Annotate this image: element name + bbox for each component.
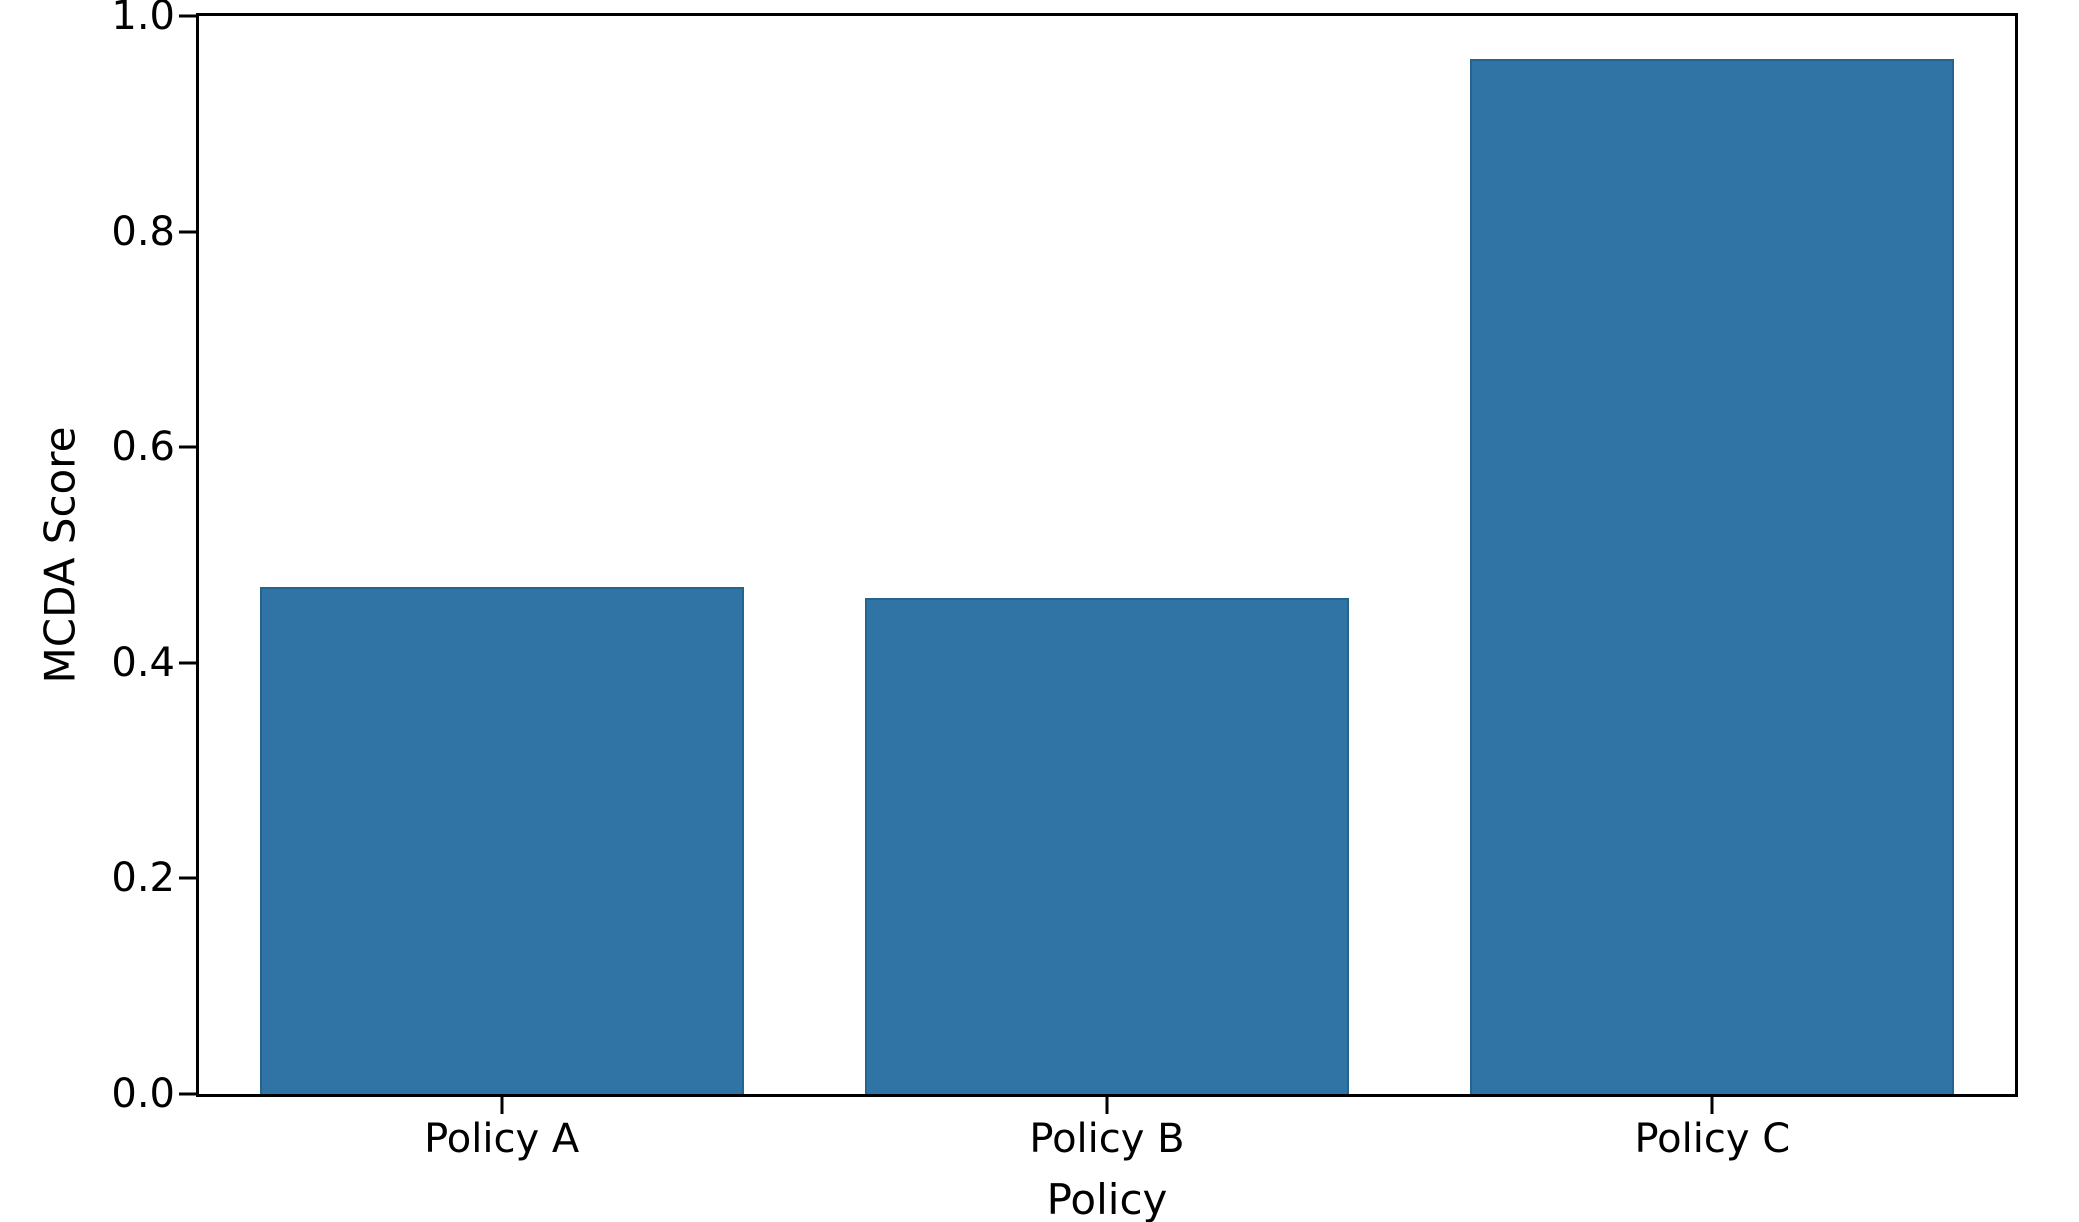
- y-tick-label: 0.4: [111, 639, 175, 686]
- x-axis-label: Policy: [1046, 1175, 1168, 1222]
- bar-policy-c: [1470, 59, 1955, 1094]
- bar-policy-a: [259, 587, 744, 1094]
- y-tick-label: 0.6: [111, 424, 175, 471]
- y-tick-mark: [179, 876, 196, 880]
- x-tick-label-policy-c: Policy C: [1634, 1116, 1791, 1162]
- plot-area: 0.0 0.2 0.4 0.6 0.8 1.0 Policy A Policy B Policy…: [111, 0, 2018, 1162]
- y-tick-label: 0.0: [111, 1071, 175, 1117]
- y-tick-mark: [179, 445, 196, 449]
- y-tick-label: 1.0: [111, 0, 175, 39]
- y-tick-mark: [179, 230, 196, 234]
- x-tick-mark: [1105, 1097, 1109, 1114]
- x-tick-label-policy-a: Policy A: [424, 1116, 580, 1162]
- y-tick-mark: [179, 14, 196, 18]
- y-tick-mark: [179, 1092, 196, 1096]
- y-tick-label: 0.2: [111, 855, 175, 902]
- x-tick-mark: [500, 1097, 504, 1114]
- y-axis-label: MCDA Score: [35, 426, 85, 684]
- bar-policy-b: [864, 598, 1350, 1094]
- x-tick-label-policy-b: Policy B: [1029, 1116, 1185, 1162]
- y-tick-label: 0.8: [111, 208, 175, 255]
- x-tick-mark: [1710, 1097, 1714, 1114]
- y-tick-mark: [179, 661, 196, 665]
